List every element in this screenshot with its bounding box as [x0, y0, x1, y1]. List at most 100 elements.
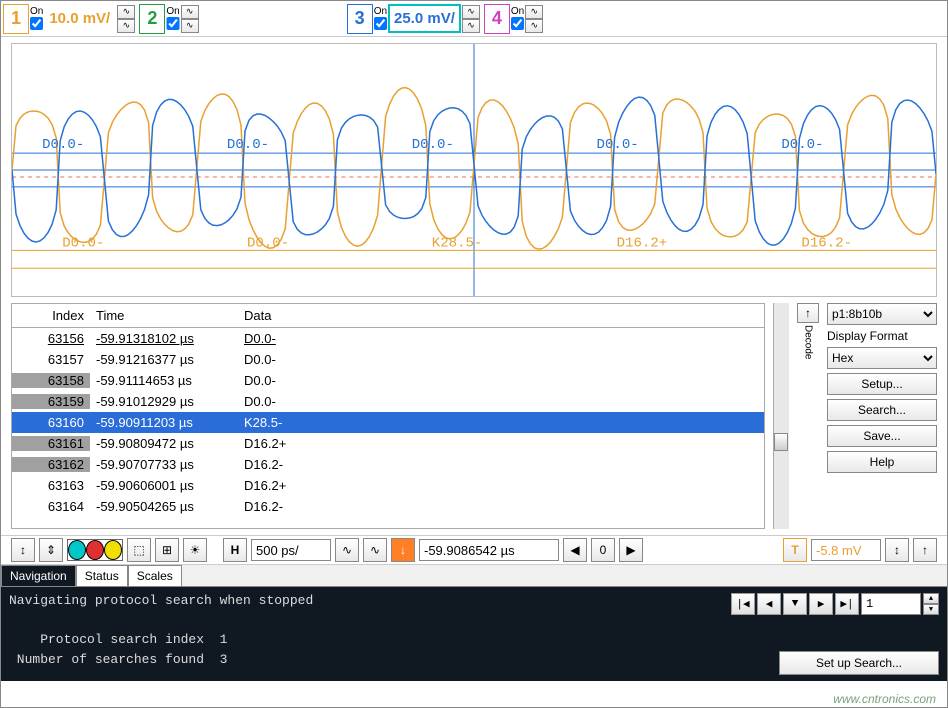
display-format-label: Display Format	[827, 329, 937, 343]
console-text: Navigating protocol search when stopped …	[1, 587, 647, 681]
layout-icon[interactable]: ⊞	[155, 538, 179, 562]
nav-index-field[interactable]: 1	[861, 593, 921, 615]
nav-last-button[interactable]: ▶|	[835, 593, 859, 615]
vert-pan-icon[interactable]: ⇕	[39, 538, 63, 562]
svg-text:D16.2-: D16.2-	[801, 235, 852, 251]
trigger-up-icon[interactable]: ↑	[913, 538, 937, 562]
bw-icon[interactable]: ∿	[525, 19, 543, 33]
col-index[interactable]: Index	[12, 304, 90, 327]
table-row[interactable]: 63156-59.91318102 µsD0.0-	[12, 328, 764, 349]
tab-status[interactable]: Status	[76, 565, 128, 586]
protocol-select[interactable]: p1:8b10b	[827, 303, 937, 325]
palette-red[interactable]	[86, 540, 104, 560]
help-button[interactable]: Help	[827, 451, 937, 473]
on-label: On	[511, 7, 524, 17]
setup-button[interactable]: Setup...	[827, 373, 937, 395]
channel-num[interactable]: 3	[347, 4, 373, 34]
table-row[interactable]: 63158-59.91114653 µsD0.0-	[12, 370, 764, 391]
nav-next-button[interactable]: ▶	[809, 593, 833, 615]
mode-icon-2[interactable]: ∿	[363, 538, 387, 562]
channel-3: 3 On 25.0 mV/ ∿∿	[347, 4, 480, 34]
coupling-icon[interactable]: ∿	[117, 5, 135, 19]
col-data[interactable]: Data	[238, 304, 764, 327]
bw-icon[interactable]: ∿	[462, 19, 480, 33]
svg-text:D16.2+: D16.2+	[617, 235, 668, 251]
vert-zoom-icon[interactable]: ↕	[11, 538, 35, 562]
palette-yellow[interactable]	[104, 540, 122, 560]
delay-field[interactable]: -59.9086542 µs	[419, 539, 559, 561]
next-button[interactable]: ▶	[619, 538, 643, 562]
channel-num[interactable]: 1	[3, 4, 29, 34]
bw-icon[interactable]: ∿	[181, 19, 199, 33]
channel-enable-checkbox[interactable]	[166, 17, 179, 30]
trigger-label: T	[783, 538, 807, 562]
bw-icon[interactable]: ∿	[117, 19, 135, 33]
channel-scale[interactable]: 25.0 mV/	[388, 4, 461, 33]
brightness-icon[interactable]: ☀	[183, 538, 207, 562]
table-row[interactable]: 63160-59.90911203 µsK28.5-	[12, 412, 764, 433]
channel-enable-checkbox[interactable]	[30, 17, 43, 30]
decode-label: Decode	[803, 325, 814, 359]
nav-prev-button[interactable]: ◀	[757, 593, 781, 615]
waveform-display[interactable]: D0.0-D0.0-D0.0-D0.0-D0.0-D D0.0-D0.0-K28…	[11, 43, 937, 297]
tab-navigation[interactable]: Navigation	[1, 565, 76, 586]
setup-search-button[interactable]: Set up Search...	[779, 651, 939, 675]
table-row[interactable]: 63161-59.90809472 µsD16.2+	[12, 433, 764, 454]
mode-icon-1[interactable]: ∿	[335, 538, 359, 562]
coupling-icon[interactable]: ∿	[462, 5, 480, 19]
palette-group	[67, 539, 123, 561]
table-row[interactable]: 63163-59.90606001 µsD16.2+	[12, 475, 764, 496]
table-scrollbar[interactable]	[773, 303, 789, 529]
tab-row: Navigation Status Scales	[1, 565, 947, 587]
console: Navigating protocol search when stopped …	[1, 587, 947, 681]
nav-first-button[interactable]: |◀	[731, 593, 755, 615]
decode-side-panel: p1:8b10b Display Format Hex Setup... Sea…	[827, 303, 937, 529]
spin-down[interactable]: ▼	[923, 604, 939, 615]
control-bar: ↕ ⇕ ⬚ ⊞ ☀ H 500 ps/ ∿ ∿ ↓ -59.9086542 µs…	[1, 535, 947, 565]
decode-table: Index Time Data 63156-59.91318102 µsD0.0…	[11, 303, 765, 529]
timebase-field[interactable]: 500 ps/	[251, 539, 331, 561]
table-row[interactable]: 63159-59.91012929 µsD0.0-	[12, 391, 764, 412]
display-mode-icon[interactable]: ⬚	[127, 538, 151, 562]
on-label: On	[166, 7, 179, 17]
nav-down-button[interactable]: ▼	[783, 593, 807, 615]
tab-scales[interactable]: Scales	[128, 565, 182, 586]
save-button[interactable]: Save...	[827, 425, 937, 447]
horiz-label: H	[223, 538, 247, 562]
svg-text:D0.0-: D0.0-	[781, 137, 823, 153]
trigger-position-icon[interactable]: ↓	[391, 538, 415, 562]
svg-text:D0.0-: D0.0-	[42, 137, 84, 153]
table-row[interactable]: 63157-59.91216377 µsD0.0-	[12, 349, 764, 370]
svg-text:D0.0-: D0.0-	[247, 235, 289, 251]
svg-text:D0.0-: D0.0-	[412, 137, 454, 153]
spin-up[interactable]: ▲	[923, 593, 939, 604]
table-row[interactable]: 63164-59.90504265 µsD16.2-	[12, 496, 764, 517]
svg-text:D0.0-: D0.0-	[227, 137, 269, 153]
svg-text:D0.0-: D0.0-	[62, 235, 104, 251]
trigger-adjust-icon[interactable]: ↕	[885, 538, 909, 562]
prev-button[interactable]: ◀	[563, 538, 587, 562]
channel-4: 4 On ∿∿	[484, 4, 543, 34]
trigger-level-field[interactable]: -5.8 mV	[811, 539, 881, 561]
watermark: www.cntronics.com	[833, 692, 936, 706]
scroll-up-button[interactable]: ↑	[797, 303, 819, 323]
on-label: On	[30, 7, 43, 17]
nav-controls: |◀ ◀ ▼ ▶ ▶| 1 ▲▼	[655, 593, 939, 615]
palette-cyan[interactable]	[68, 540, 86, 560]
coupling-icon[interactable]: ∿	[525, 5, 543, 19]
search-button[interactable]: Search...	[827, 399, 937, 421]
channel-scale[interactable]: 10.0 mV/	[44, 5, 116, 32]
col-time[interactable]: Time	[90, 304, 238, 327]
channel-enable-checkbox[interactable]	[374, 17, 387, 30]
table-header: Index Time Data	[12, 304, 764, 328]
display-format-select[interactable]: Hex	[827, 347, 937, 369]
zero-button[interactable]: 0	[591, 538, 615, 562]
channel-enable-checkbox[interactable]	[511, 17, 524, 30]
channel-num[interactable]: 4	[484, 4, 510, 34]
on-label: On	[374, 7, 387, 17]
coupling-icon[interactable]: ∿	[181, 5, 199, 19]
decode-area: Index Time Data 63156-59.91318102 µsD0.0…	[11, 303, 937, 529]
bottom-panel: Navigation Status Scales Navigating prot…	[1, 565, 947, 681]
channel-num[interactable]: 2	[139, 4, 165, 34]
table-row[interactable]: 63162-59.90707733 µsD16.2-	[12, 454, 764, 475]
